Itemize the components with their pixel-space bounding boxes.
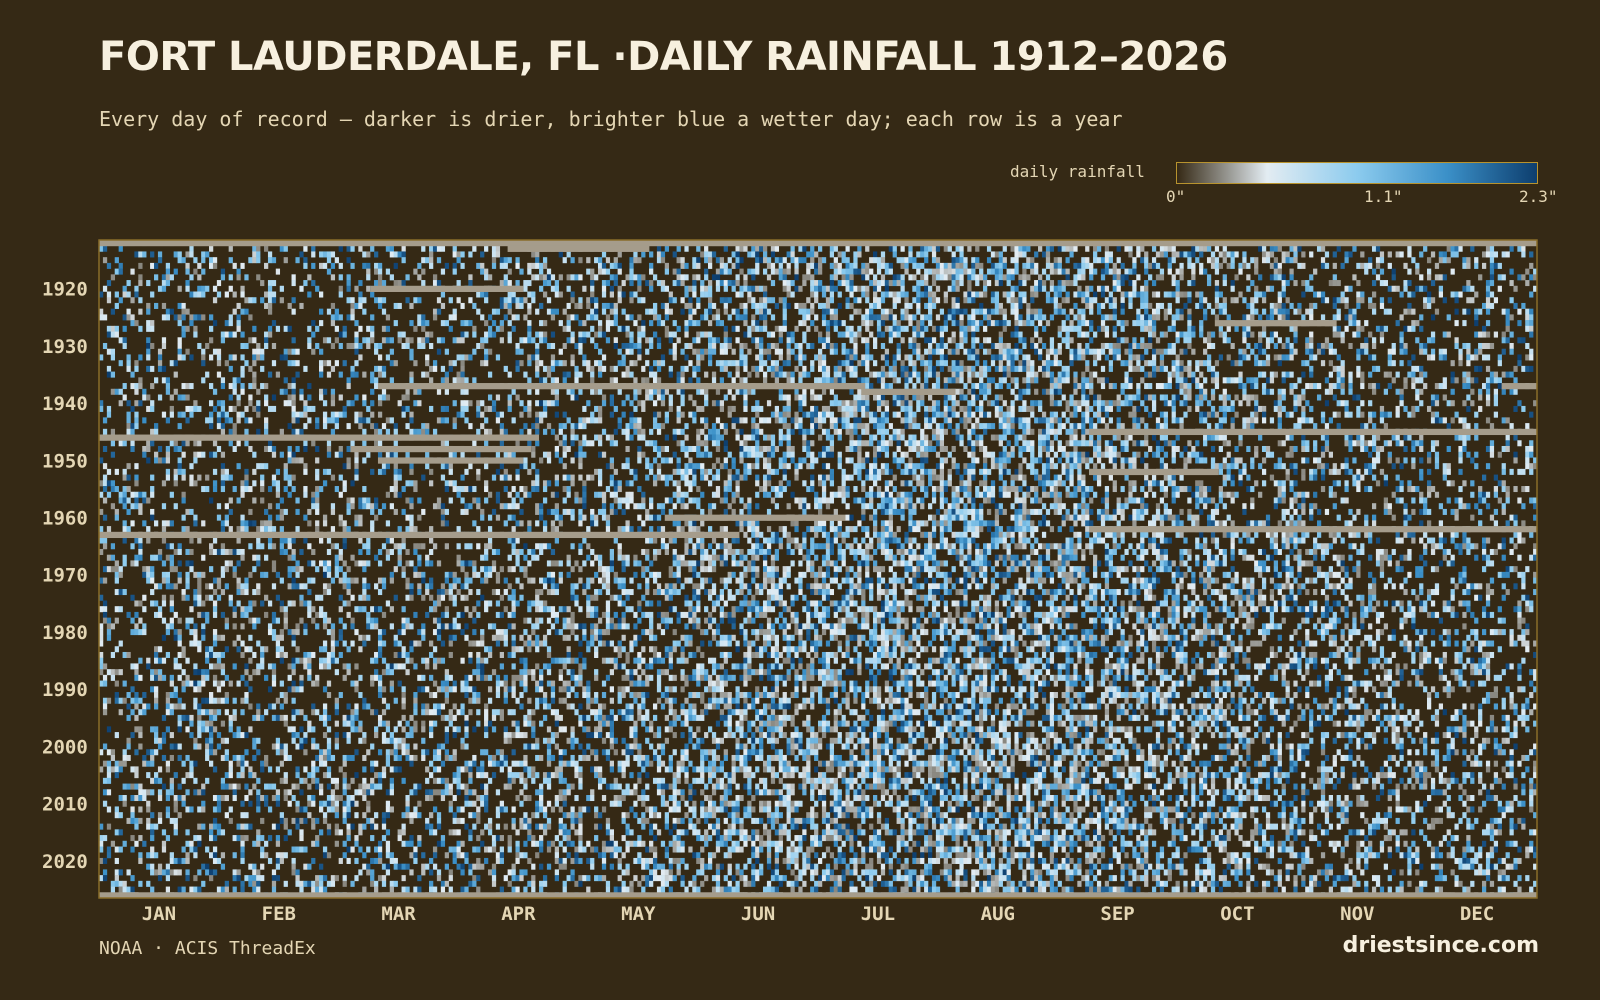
- missing-span-1937: [377, 383, 866, 390]
- heatmap-cells: [99, 240, 1538, 899]
- page-title: FORT LAUDERDALE, FL ·DAILY RAINFALL 1912…: [99, 34, 1228, 80]
- year-tick-1930: 1930: [42, 336, 88, 358]
- missing-span-1913: [507, 245, 650, 252]
- year-tick-1990: 1990: [42, 679, 88, 701]
- missing-span-1938: [861, 388, 956, 395]
- year-tick-1950: 1950: [42, 450, 88, 472]
- month-tick-dec: DEC: [1460, 903, 1494, 925]
- missing-span-1952: [1089, 468, 1219, 476]
- year-tick-2010: 2010: [42, 794, 88, 816]
- year-tick-1970: 1970: [42, 565, 88, 587]
- year-tick-1940: 1940: [42, 393, 88, 415]
- month-tick-sep: SEP: [1100, 903, 1134, 925]
- month-tick-oct: OCT: [1220, 903, 1254, 925]
- month-tick-apr: APR: [501, 903, 536, 925]
- missing-span-1950: [377, 457, 524, 464]
- legend-label: daily rainfall: [1010, 162, 1145, 181]
- legend-tick-max: 2.3": [1519, 187, 1558, 206]
- month-tick-feb: FEB: [262, 903, 296, 925]
- heatmap-frame: [98, 239, 1538, 899]
- month-tick-mar: MAR: [381, 903, 416, 925]
- legend-color-bar: [1176, 162, 1538, 184]
- brand-link[interactable]: driestsince.com: [1342, 933, 1539, 958]
- month-tick-jun: JUN: [741, 903, 775, 925]
- month-tick-jan: JAN: [142, 903, 176, 925]
- missing-span-1948: [350, 445, 532, 453]
- legend-tick-min: 0": [1166, 187, 1186, 206]
- missing-span-1926: [1214, 320, 1337, 327]
- year-tick-1960: 1960: [42, 508, 88, 530]
- missing-span-1937: [1501, 383, 1537, 390]
- missing-span-1945: [1089, 428, 1537, 436]
- legend-tick-mid: 1.1": [1364, 187, 1403, 206]
- missing-span-1962: [1089, 526, 1537, 533]
- missing-span-1912: [99, 240, 1537, 247]
- month-tick-aug: AUG: [981, 903, 1015, 925]
- missing-span-1946: [99, 434, 540, 441]
- year-tick-2000: 2000: [42, 736, 88, 758]
- year-tick-1920: 1920: [42, 279, 88, 301]
- month-tick-jul: JUL: [861, 903, 895, 925]
- missing-span-2026: [99, 892, 1537, 899]
- page-subtitle: Every day of record — darker is drier, b…: [99, 107, 1123, 131]
- missing-data-bands: [99, 240, 1537, 899]
- missing-span-1963: [99, 531, 740, 539]
- year-axis: 1920 1930 1940 1950 1960 1970 1980 1990 2000 2010…: [42, 279, 88, 873]
- month-tick-may: MAY: [621, 903, 656, 925]
- year-tick-1980: 1980: [42, 622, 88, 644]
- month-axis: JAN FEB MAR APR MAY JUN JUL AUG SEP OCT NOV DEC: [142, 903, 1495, 925]
- missing-span-1960: [664, 514, 846, 521]
- data-source: NOAA · ACIS ThreadEx: [99, 938, 316, 959]
- year-tick-2020: 2020: [42, 851, 88, 873]
- missing-span-1920: [370, 285, 524, 292]
- month-tick-nov: NOV: [1340, 903, 1374, 925]
